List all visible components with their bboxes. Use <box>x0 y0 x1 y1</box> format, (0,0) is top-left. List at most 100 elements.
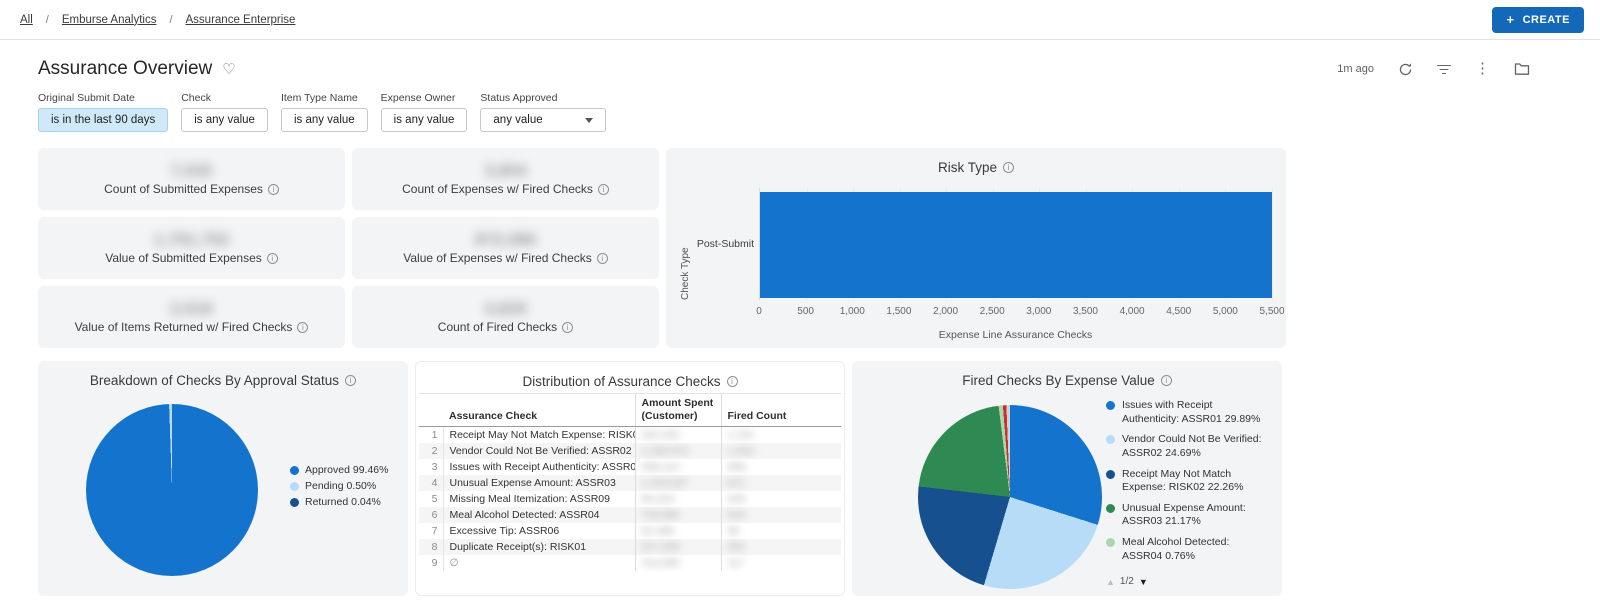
blurred-value: 871 <box>727 477 746 490</box>
legend-item[interactable]: Approved 99.46% <box>290 464 388 476</box>
fired-count-cell: 1,116 <box>720 426 801 444</box>
table-row[interactable]: 5 Missing Meal Itemization: ASSR09 84,210 2… <box>419 491 841 508</box>
risk-type-chart-card: Risk Type Check Type Post-Submit 0 500 1,0… <box>666 148 1286 348</box>
plus-icon: + <box>1506 11 1515 27</box>
amount-spent-cell: 1,203,557 <box>634 475 721 492</box>
fired-count-cell: 1,042 <box>720 443 801 460</box>
legend-page-down-icon[interactable]: ▼ <box>1138 576 1148 587</box>
fired-count-cell: 871 <box>720 475 801 492</box>
spacer-cell <box>801 555 841 571</box>
fired-count-cell: 203 <box>720 491 801 508</box>
row-number: 9 <box>419 555 444 572</box>
amount-spent-cell: 1,284,973 <box>634 443 721 460</box>
info-icon[interactable] <box>266 252 278 264</box>
table-row[interactable]: 4 Unusual Expense Amount: ASSR03 1,203,557… <box>419 475 841 492</box>
filter-expense-owner: Expense Owner is any value <box>380 92 468 132</box>
legend-item[interactable]: Receipt May Not Match Expense: RISK02 22… <box>1106 468 1268 495</box>
table-row[interactable]: 8 Duplicate Receipt(s): RISK01 517,260 402 <box>419 539 841 556</box>
assurance-check-cell: Meal Alcohol Detected: ASSR04 <box>449 509 600 522</box>
fired-count-header[interactable]: Fired Count <box>720 392 801 428</box>
legend-label: Pending 0.50% <box>305 480 377 492</box>
legend-page-up-icon[interactable]: ▲ <box>1106 576 1115 587</box>
filter-value-chip[interactable]: is any value <box>380 108 468 132</box>
kpi-value-blurred: 872,086 <box>474 229 537 249</box>
breadcrumb-emburse-analytics[interactable]: Emburse Analytics <box>61 13 157 26</box>
info-icon[interactable] <box>726 376 738 387</box>
x-tick-label: 4,500 <box>1166 306 1192 317</box>
fired-count-cell: 644 <box>720 507 801 524</box>
create-button[interactable]: + CREATE <box>1492 6 1584 33</box>
kpi-value-blurred: 7,032 <box>170 160 213 180</box>
filter-icon[interactable] <box>1437 64 1451 75</box>
x-tick-label: 1,000 <box>839 306 865 317</box>
bottom-card-row: Breakdown of Checks By Approval Status A… <box>38 361 1562 596</box>
info-icon[interactable] <box>597 183 609 195</box>
legend-label: Unusual Expense Amount: ASSR03 21.17% <box>1122 501 1246 528</box>
more-options-icon[interactable]: ⋮ <box>1475 60 1490 77</box>
bar-post-submit[interactable] <box>760 192 1272 298</box>
x-tick-label: 0 <box>756 306 762 317</box>
blurred-value: 203 <box>727 493 746 506</box>
info-icon[interactable] <box>297 321 309 333</box>
breadcrumb-assurance-enterprise[interactable]: Assurance Enterprise <box>185 13 296 26</box>
legend-item[interactable]: Returned 0.04% <box>290 496 388 508</box>
table-row[interactable]: 6 Meal Alcohol Detected: ASSR04 734,982 644 <box>419 507 841 524</box>
assurance-check-cell: Missing Meal Itemization: ASSR09 <box>449 493 610 506</box>
legend-item[interactable]: Vendor Could Not Be Verified: ASSR02 24.… <box>1106 433 1268 460</box>
legend-dot <box>1106 503 1115 513</box>
blurred-value: 517,260 <box>641 541 680 554</box>
table-row[interactable]: 9 ∅ 413,095 117 <box>419 555 841 572</box>
blurred-value: 1,203,557 <box>641 477 689 490</box>
chart-title: Distribution of Assurance Checks <box>522 374 721 389</box>
info-icon[interactable] <box>1003 162 1015 173</box>
x-tick-label: 1,500 <box>886 306 912 317</box>
gridline <box>1272 188 1273 300</box>
assurance-check-cell: ∅ <box>449 557 459 570</box>
favorite-heart-icon[interactable]: ♡ <box>222 61 236 78</box>
row-number: 2 <box>419 443 444 460</box>
legend-label: Approved 99.46% <box>305 464 389 476</box>
last-updated-label: 1m ago <box>1337 63 1374 75</box>
legend-pagination: ▲ 1/2 ▼ <box>1106 576 1148 587</box>
legend-item[interactable]: Unusual Expense Amount: ASSR03 21.17% <box>1106 502 1268 529</box>
fired-checks-pie[interactable] <box>918 405 1102 589</box>
x-tick-label: 2,500 <box>979 306 1005 317</box>
breadcrumb-all[interactable]: All <box>20 13 33 26</box>
filter-dropdown[interactable]: any value <box>480 108 607 132</box>
table-row[interactable]: 3 Issues with Receipt Authenticity: ASSR0… <box>419 459 841 476</box>
info-icon[interactable] <box>1160 375 1172 386</box>
info-icon[interactable] <box>562 321 574 333</box>
legend-item[interactable]: Issues with Receipt Authenticity: ASSR01… <box>1106 399 1268 426</box>
table-row[interactable]: 7 Excessive Tip: ASSR06 61,408 96 <box>419 523 841 540</box>
legend-item[interactable]: Meal Alcohol Detected: ASSR04 0.76% <box>1106 536 1268 563</box>
info-icon[interactable] <box>345 375 357 386</box>
kpi-label: Count of Fired Checks <box>437 320 558 335</box>
info-icon[interactable] <box>267 183 279 195</box>
spacer-header <box>801 392 841 428</box>
spacer-cell <box>801 443 841 459</box>
row-number: 6 <box>419 507 444 524</box>
kpi-count-expenses-fired-checks: 3,804 Count of Expenses w/ Fired Checks <box>352 148 659 210</box>
legend-label: Vendor Could Not Be Verified: ASSR02 24.… <box>1122 433 1262 459</box>
filter-value-chip[interactable]: is any value <box>181 108 268 132</box>
filter-value-chip[interactable]: is any value <box>280 108 368 132</box>
amount-spent-header[interactable]: Amount Spent (Customer) <box>634 392 721 428</box>
table-row[interactable]: 2 Vendor Could Not Be Verified: ASSR02 1,2… <box>419 443 841 460</box>
folder-icon[interactable] <box>1514 62 1530 76</box>
table-row[interactable]: 1 Receipt May Not Match Expense: RISK02 31… <box>419 426 841 444</box>
kpi-value-blurred: 2,518 <box>170 298 213 318</box>
refresh-icon[interactable] <box>1398 62 1413 77</box>
assurance-check-header[interactable]: Assurance Check <box>443 392 635 428</box>
legend-dot <box>1106 469 1115 479</box>
kpi-label: Count of Submitted Expenses <box>104 182 263 197</box>
info-icon[interactable] <box>596 252 608 264</box>
x-axis-label: Expense Line Assurance Checks <box>938 329 1093 341</box>
filter-check: Check is any value <box>181 92 268 132</box>
legend-item[interactable]: Pending 0.50% <box>290 480 388 492</box>
filter-value-chip[interactable]: is in the last 90 days <box>38 108 169 132</box>
blurred-value: 644 <box>727 509 746 522</box>
row-number: 1 <box>419 426 444 444</box>
approval-status-pie[interactable] <box>86 404 258 576</box>
spacer-cell <box>801 475 841 491</box>
x-tick-label: 2,000 <box>933 306 959 317</box>
